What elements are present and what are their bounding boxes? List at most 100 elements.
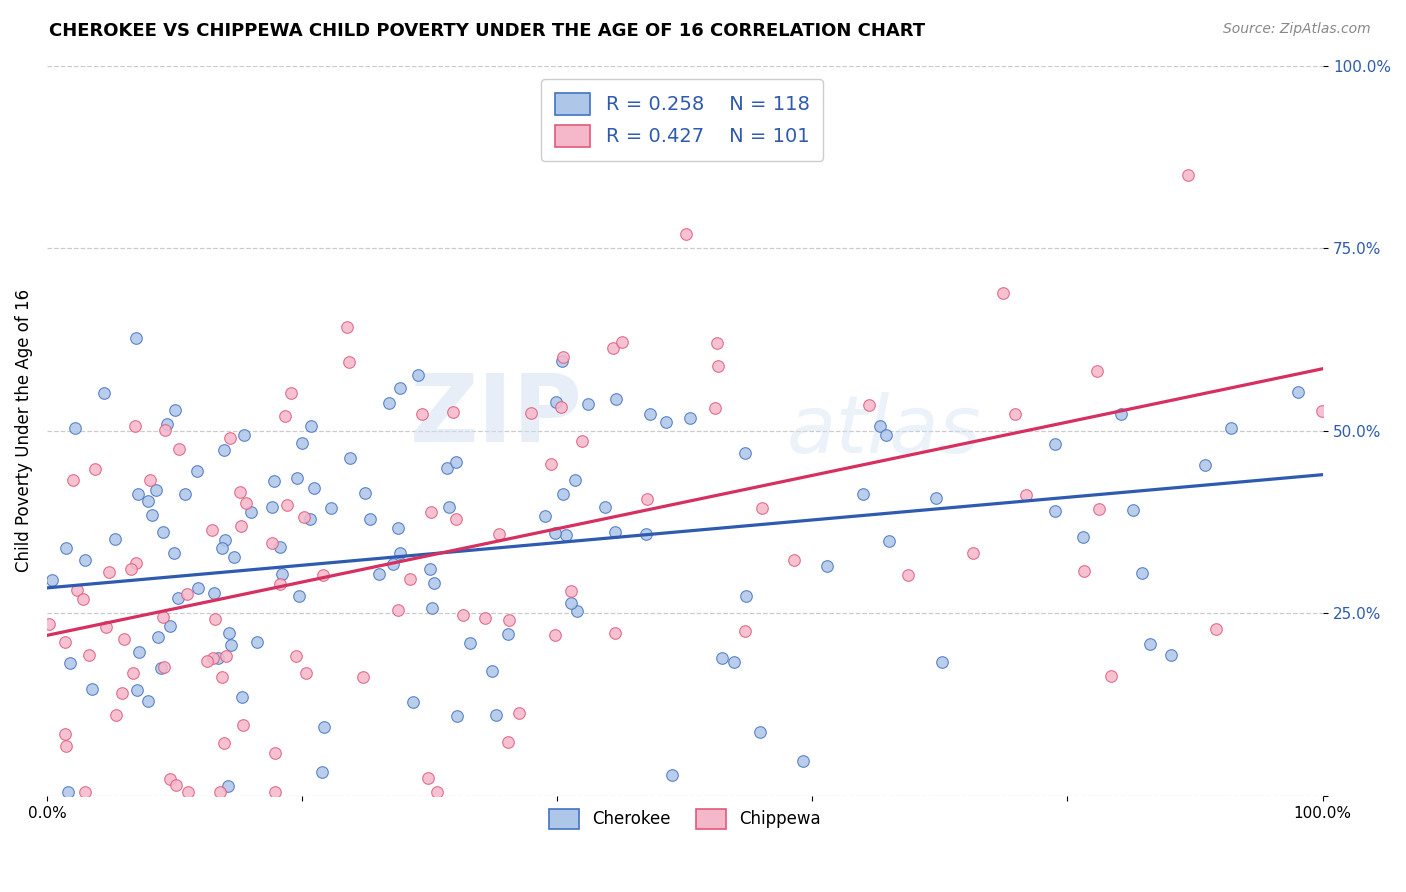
- Point: [675, 227, 697, 241]
- Point: [1004, 407, 1026, 421]
- Point: [655, 415, 678, 429]
- Point: [219, 431, 242, 445]
- Point: [245, 635, 267, 649]
- Point: [231, 690, 253, 705]
- Point: [217, 780, 239, 794]
- Point: [378, 396, 401, 410]
- Point: [202, 651, 225, 665]
- Point: [481, 664, 503, 678]
- Point: [152, 524, 174, 539]
- Point: [186, 464, 208, 478]
- Point: [1088, 502, 1111, 516]
- Point: [610, 335, 633, 350]
- Point: [38, 617, 60, 632]
- Point: [783, 553, 806, 567]
- Point: [851, 487, 873, 501]
- Point: [294, 666, 316, 681]
- Point: [387, 602, 409, 616]
- Point: [749, 724, 772, 739]
- Point: [437, 500, 460, 514]
- Point: [211, 541, 233, 555]
- Point: [311, 764, 333, 779]
- Point: [544, 526, 567, 541]
- Text: atlas: atlas: [787, 392, 981, 470]
- Point: [58, 785, 80, 799]
- Point: [83, 462, 105, 476]
- Point: [222, 549, 245, 564]
- Point: [402, 695, 425, 709]
- Point: [444, 511, 467, 525]
- Point: [1286, 384, 1309, 399]
- Point: [605, 524, 627, 539]
- Point: [269, 576, 291, 591]
- Point: [82, 682, 104, 697]
- Point: [560, 584, 582, 599]
- Point: [337, 355, 360, 369]
- Point: [602, 341, 624, 355]
- Point: [163, 546, 186, 560]
- Point: [734, 589, 756, 603]
- Point: [105, 708, 128, 723]
- Point: [159, 772, 181, 786]
- Point: [280, 386, 302, 401]
- Point: [152, 660, 174, 674]
- Point: [276, 499, 298, 513]
- Point: [127, 486, 149, 500]
- Point: [553, 350, 575, 364]
- Point: [260, 500, 283, 515]
- Point: [314, 720, 336, 734]
- Point: [292, 509, 315, 524]
- Point: [66, 582, 89, 597]
- Point: [139, 473, 162, 487]
- Point: [564, 473, 586, 487]
- Point: [149, 660, 172, 674]
- Point: [55, 541, 77, 555]
- Point: [560, 596, 582, 610]
- Point: [734, 446, 756, 460]
- Point: [858, 399, 880, 413]
- Point: [636, 491, 658, 506]
- Point: [411, 407, 433, 421]
- Point: [723, 655, 745, 669]
- Point: [219, 638, 242, 652]
- Point: [551, 353, 574, 368]
- Point: [498, 613, 520, 627]
- Point: [605, 392, 627, 407]
- Point: [879, 533, 901, 548]
- Point: [520, 406, 543, 420]
- Point: [166, 591, 188, 605]
- Point: [1045, 437, 1067, 451]
- Point: [571, 434, 593, 448]
- Point: [734, 624, 756, 638]
- Point: [55, 739, 77, 753]
- Point: [1220, 420, 1243, 434]
- Point: [231, 519, 253, 533]
- Point: [436, 460, 458, 475]
- Point: [931, 656, 953, 670]
- Point: [124, 419, 146, 434]
- Text: Source: ZipAtlas.com: Source: ZipAtlas.com: [1223, 22, 1371, 37]
- Point: [125, 556, 148, 570]
- Point: [201, 523, 224, 537]
- Point: [1130, 566, 1153, 581]
- Point: [207, 651, 229, 665]
- Point: [228, 484, 250, 499]
- Point: [136, 494, 159, 508]
- Point: [661, 768, 683, 782]
- Point: [212, 736, 235, 750]
- Point: [993, 285, 1015, 300]
- Point: [640, 407, 662, 421]
- Point: [65, 421, 87, 435]
- Point: [815, 559, 838, 574]
- Point: [235, 496, 257, 510]
- Point: [302, 481, 325, 495]
- Point: [269, 540, 291, 554]
- Point: [368, 567, 391, 582]
- Point: [263, 785, 285, 799]
- Point: [125, 331, 148, 345]
- Point: [195, 654, 218, 668]
- Point: [299, 419, 322, 434]
- Point: [127, 683, 149, 698]
- Point: [593, 500, 616, 514]
- Point: [339, 451, 361, 466]
